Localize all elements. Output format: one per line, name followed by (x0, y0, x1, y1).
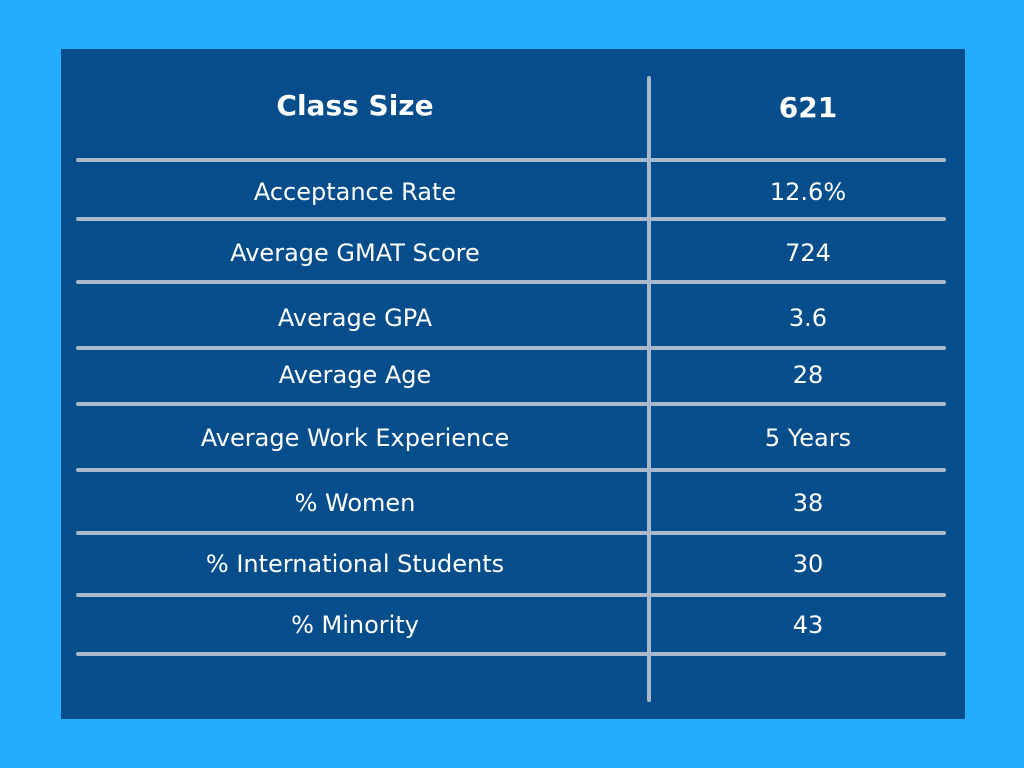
row-divider (76, 402, 946, 406)
column-divider (647, 76, 651, 702)
row-label-women: % Women (294, 489, 416, 517)
row-divider (76, 593, 946, 597)
row-label-international: % International Students (205, 550, 505, 578)
row-label-class-size: Class Size (276, 89, 434, 122)
row-divider (76, 158, 946, 162)
stats-table: Class Size 621 Acceptance Rate 12.6% Ave… (61, 49, 965, 719)
row-divider (76, 652, 946, 656)
row-label-work-experience: Average Work Experience (200, 424, 510, 452)
row-label-gmat: Average GMAT Score (230, 239, 480, 267)
row-value-minority: 43 (792, 611, 824, 639)
row-value-international: 30 (792, 550, 824, 578)
row-value-gmat: 724 (785, 239, 831, 267)
row-label-gpa: Average GPA (277, 304, 433, 332)
row-label-minority: % Minority (291, 611, 419, 639)
row-value-women: 38 (792, 489, 824, 517)
row-value-acceptance-rate: 12.6% (769, 178, 847, 206)
row-label-acceptance-rate: Acceptance Rate (253, 178, 457, 206)
row-value-work-experience: 5 Years (764, 424, 852, 452)
row-divider (76, 217, 946, 221)
row-divider (76, 346, 946, 350)
row-value-age: 28 (792, 361, 824, 389)
row-divider (76, 531, 946, 535)
row-value-gpa: 3.6 (788, 304, 828, 332)
row-divider (76, 280, 946, 284)
row-label-age: Average Age (278, 361, 432, 389)
row-divider (76, 468, 946, 472)
row-value-class-size: 621 (778, 91, 838, 124)
